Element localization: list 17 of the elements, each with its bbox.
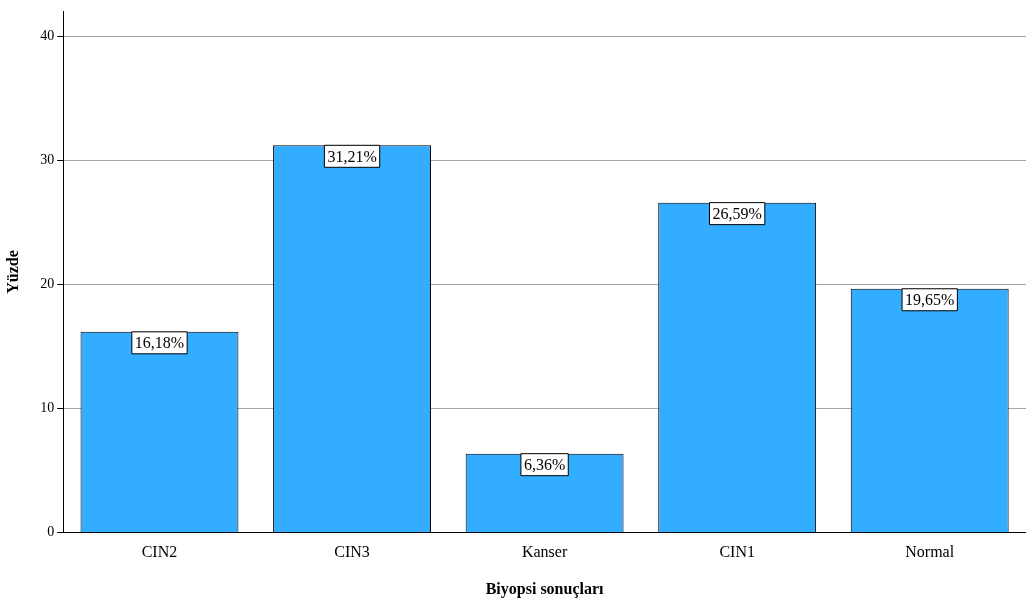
data-label: 26,59% — [712, 204, 762, 222]
y-tick-label: 20 — [40, 276, 55, 292]
y-axis-title: Yüzde — [3, 250, 21, 294]
data-label: 19,65% — [905, 290, 955, 308]
x-tick-label: Normal — [905, 543, 955, 561]
x-tick-label: CIN1 — [719, 543, 755, 561]
x-tick-label: Kanser — [521, 543, 568, 561]
y-tick-label: 0 — [47, 524, 55, 540]
y-tick-label: 30 — [40, 151, 55, 167]
data-label: 16,18% — [134, 334, 185, 352]
x-tick-label: CIN2 — [141, 543, 178, 561]
x-tick-label: CIN3 — [334, 543, 370, 561]
y-tick-label: 40 — [40, 27, 55, 43]
x-axis-title: Biyopsi sonuçları — [485, 579, 605, 598]
data-label: 6,36% — [523, 455, 566, 473]
data-label: 31,21% — [327, 147, 377, 165]
y-tick-label: 10 — [40, 400, 55, 416]
